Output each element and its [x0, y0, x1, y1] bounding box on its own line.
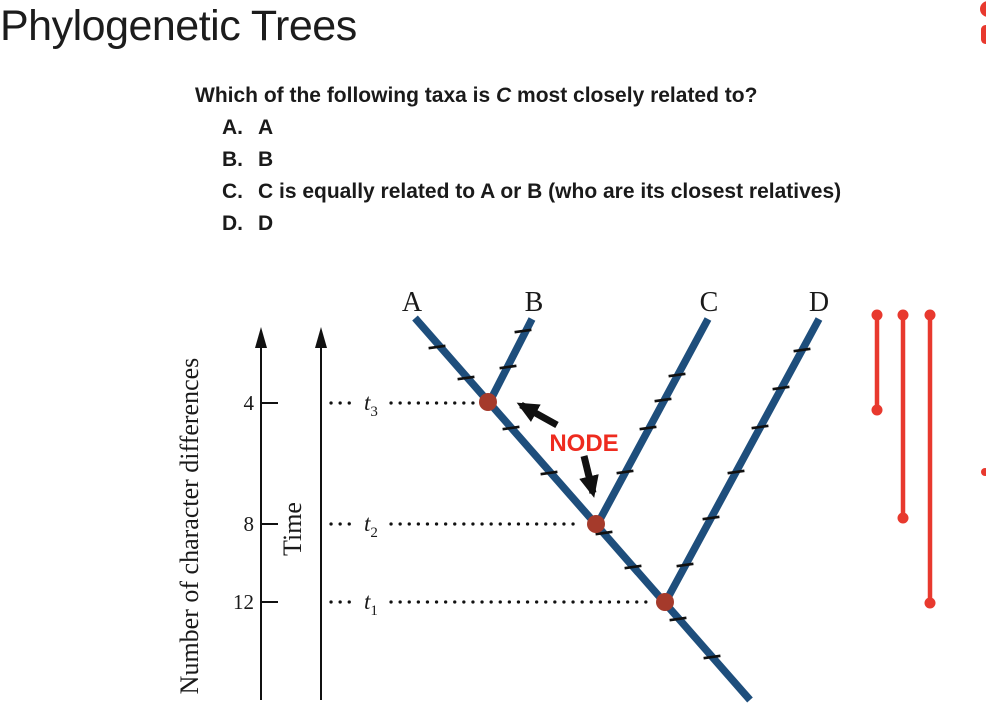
hash-mark	[751, 424, 769, 430]
character-differences-axis	[255, 327, 278, 700]
arrow-to-node-t3	[516, 401, 559, 429]
slide-title: Phylogenetic Trees	[0, 2, 357, 50]
annotation-dot	[897, 309, 909, 321]
axis-arrowhead-icon	[255, 327, 267, 348]
question-suffix: most closely related to?	[511, 84, 758, 107]
hash-mark	[703, 654, 721, 660]
annotation-dot	[981, 468, 986, 476]
hash-mark	[502, 425, 520, 431]
hash-mark	[428, 344, 446, 350]
node-t2	[587, 515, 605, 533]
node-t1	[656, 593, 674, 611]
hash-mark	[639, 425, 657, 431]
option-c-text: C is equally related to A or B (who are …	[258, 180, 842, 203]
hash-mark	[514, 328, 532, 334]
taxon-label-b: B	[525, 287, 544, 318]
hash-mark	[669, 616, 687, 622]
hash-mark	[616, 469, 634, 475]
arrow-to-node-t2	[579, 455, 599, 498]
taxon-label-d: D	[809, 287, 829, 318]
option-b-text: B	[258, 148, 274, 171]
hash-mark	[772, 385, 790, 391]
hash-mark	[668, 372, 686, 378]
tree-branches	[412, 315, 823, 703]
red-pen-mark	[981, 25, 986, 44]
hash-mark	[676, 562, 694, 568]
annotation-dot	[924, 597, 936, 609]
hash-mark	[624, 564, 642, 570]
taxon-label-a: A	[402, 287, 423, 318]
option-b-letter: B.	[222, 148, 243, 171]
node-callout-arrows	[516, 401, 599, 498]
option-c-letter: C.	[222, 180, 243, 203]
branch-hash-marks	[428, 328, 811, 660]
hash-mark	[457, 375, 475, 381]
option-b: B. B	[222, 144, 841, 176]
option-a-text: A	[258, 116, 274, 139]
hash-mark	[702, 515, 720, 521]
red-pen-mark	[980, 1, 986, 17]
option-d-text: D	[258, 212, 274, 235]
option-d: D. D	[222, 208, 841, 240]
option-c: C. C is equally related to A or B (who ar…	[222, 176, 841, 208]
option-a-letter: A.	[222, 116, 243, 139]
annotation-dot	[897, 512, 909, 524]
question-prefix: Which of the following taxa is	[195, 84, 497, 107]
axis-arrowhead-icon	[315, 327, 327, 348]
annotation-dot	[871, 404, 883, 416]
annotation-dot	[924, 309, 936, 321]
red-pen-marks	[980, 1, 986, 44]
option-d-letter: D.	[222, 212, 243, 235]
axis-tick-label-8: 8	[244, 512, 255, 536]
time-point-label-t1: t1	[364, 589, 378, 619]
branch-root-to-a	[412, 315, 753, 703]
hash-mark	[499, 364, 517, 370]
taxon-label-c: C	[700, 287, 719, 318]
time-axis-title: Time	[278, 502, 307, 556]
axis-tick-label-12: 12	[233, 590, 254, 614]
option-a: A. A	[222, 112, 841, 144]
branch-b	[485, 317, 536, 405]
node-t3	[479, 393, 497, 411]
branch-c	[593, 317, 712, 527]
hash-mark	[654, 397, 672, 403]
hash-mark	[540, 470, 558, 476]
divergence-nodes	[479, 393, 674, 611]
question-emphasis: C	[496, 84, 512, 107]
node-callout-label: NODE	[549, 430, 618, 457]
time-axis	[315, 327, 327, 700]
y-axis-title: Number of character differences	[175, 358, 204, 695]
axis-tick-label-4: 4	[244, 391, 255, 415]
hash-mark	[595, 530, 613, 536]
question-text: Which of the following taxa is C most cl…	[195, 83, 757, 109]
answer-options: A. A B. B C. C is equally related to A or B…	[222, 112, 841, 240]
branch-d	[661, 317, 823, 605]
red-annotation-lines	[871, 309, 986, 609]
hash-mark	[727, 469, 745, 475]
time-point-label-t2: t2	[364, 511, 378, 541]
annotation-dot	[871, 309, 883, 321]
time-point-label-t3: t3	[364, 390, 378, 420]
hash-mark	[793, 347, 811, 353]
